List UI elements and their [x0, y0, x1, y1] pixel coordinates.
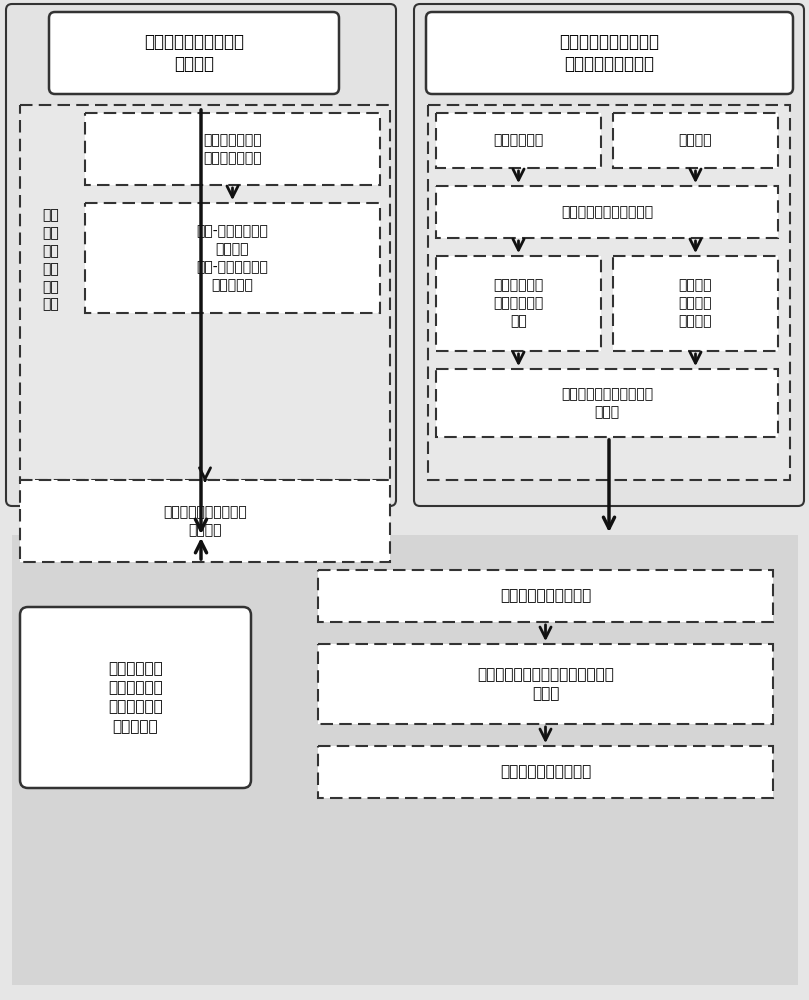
Text: 城市路网比功率图谱建立: 城市路网比功率图谱建立 — [561, 205, 653, 219]
Bar — [436, 369, 778, 437]
Bar — [20, 480, 390, 562]
Bar — [318, 570, 773, 622]
Bar — [436, 113, 601, 168]
Bar — [85, 113, 380, 185]
Bar — [318, 746, 773, 798]
Text: 城市细颗粒物区域传输
实例验证: 城市细颗粒物区域传输 实例验证 — [163, 505, 247, 537]
FancyBboxPatch shape — [414, 4, 804, 506]
Text: 基于数据驱动
交通运行状态
提取: 基于数据驱动 交通运行状态 提取 — [493, 279, 544, 328]
Text: 城市细颗粒物区域传输
识别模型: 城市细颗粒物区域传输 识别模型 — [144, 33, 244, 73]
Bar — [436, 256, 601, 351]
Bar — [20, 105, 390, 480]
Bar — [428, 105, 790, 480]
Text: 基于比功
率图谱的
排放因子: 基于比功 率图谱的 排放因子 — [679, 279, 712, 328]
Bar — [436, 186, 778, 238]
Text: 细颗
粒物
区域
传输
识别
模型: 细颗 粒物 区域 传输 识别 模型 — [43, 208, 59, 312]
Bar — [85, 203, 380, 313]
FancyBboxPatch shape — [49, 12, 339, 94]
Text: 城市细颗粒物区
域传输识别体系: 城市细颗粒物区 域传输识别体系 — [203, 133, 262, 165]
Text: 网络细颗粒物排放规律: 网络细颗粒物排放规律 — [500, 764, 591, 780]
Text: 路网排放因子数据标定: 路网排放因子数据标定 — [500, 588, 591, 603]
Bar — [12, 535, 798, 985]
FancyBboxPatch shape — [20, 607, 251, 788]
Text: 局部路网细颗粒物排放不均衡度特
征分析: 局部路网细颗粒物排放不均衡度特 征分析 — [477, 667, 614, 701]
FancyBboxPatch shape — [426, 12, 793, 94]
Text: 排除区域传输
影响的路网细
颗粒物时空变
化特征分析: 排除区域传输 影响的路网细 颗粒物时空变 化特征分析 — [108, 661, 163, 734]
Bar — [613, 256, 778, 351]
Text: 道路聚类: 道路聚类 — [679, 133, 712, 147]
Bar — [613, 113, 778, 168]
Text: 城市路网细颗粒物时空排
放模型: 城市路网细颗粒物时空排 放模型 — [561, 387, 653, 419]
FancyBboxPatch shape — [6, 4, 396, 506]
Text: 时间-细颗粒物浓度
异常识别
空间-监测带细颗粒
物阈值矩阵: 时间-细颗粒物浓度 异常识别 空间-监测带细颗粒 物阈值矩阵 — [197, 224, 269, 292]
Text: 考虑网络运行状态的细
颗粒物时空排放模型: 考虑网络运行状态的细 颗粒物时空排放模型 — [560, 33, 659, 73]
Text: 排放模型选取: 排放模型选取 — [493, 133, 544, 147]
Bar — [318, 644, 773, 724]
